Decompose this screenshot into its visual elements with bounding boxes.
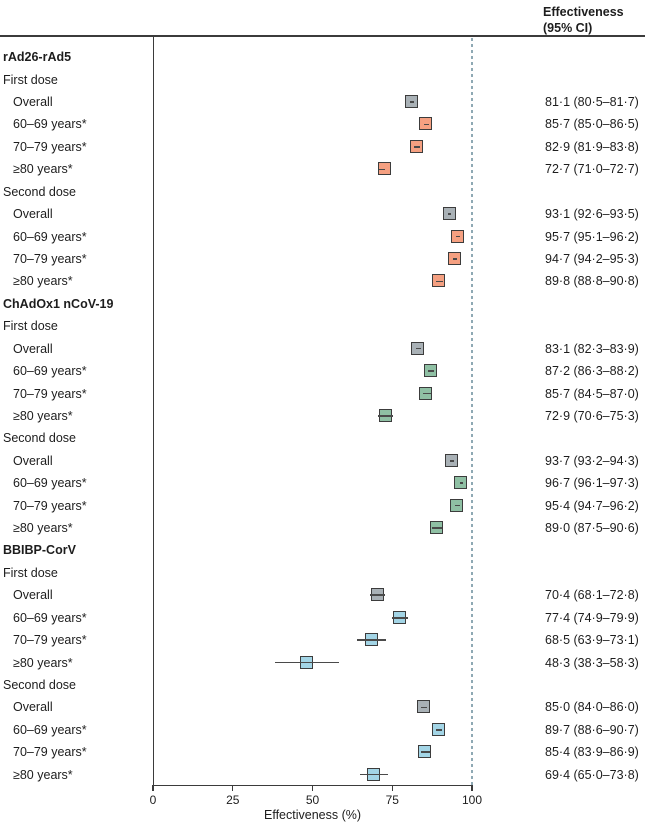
effectiveness-value: 94·7 (94·2–95·3) bbox=[545, 251, 639, 266]
ci-line bbox=[415, 347, 421, 350]
ci-line bbox=[275, 661, 339, 664]
effectiveness-value: 68·5 (63·9–73·1) bbox=[545, 633, 639, 648]
top-rule bbox=[0, 35, 645, 37]
ci-line bbox=[459, 482, 464, 484]
x-axis-title: Effectiveness (%) bbox=[263, 808, 362, 822]
ci-line bbox=[420, 751, 431, 754]
x-tick bbox=[471, 786, 473, 791]
ci-line bbox=[370, 594, 386, 597]
row-label: 70–79 years* bbox=[13, 251, 87, 266]
ci-line bbox=[450, 459, 454, 462]
x-tick bbox=[232, 786, 234, 791]
row-label: 70–79 years* bbox=[13, 745, 87, 760]
row-label: Overall bbox=[13, 588, 53, 603]
vaccine-section-label: BBIBP-CorV bbox=[3, 543, 76, 558]
row-label: Overall bbox=[13, 341, 53, 356]
ci-line bbox=[455, 504, 460, 507]
row-label: 70–79 years* bbox=[13, 633, 87, 648]
row-label: ≥80 years* bbox=[13, 162, 73, 177]
vaccine-section-label: ChAdOx1 nCoV-19 bbox=[3, 296, 114, 311]
ci-line bbox=[435, 729, 443, 731]
x-axis-line bbox=[152, 785, 474, 787]
row-label: 70–79 years* bbox=[13, 498, 87, 513]
row-label: 60–69 years* bbox=[13, 610, 87, 625]
ci-line bbox=[432, 527, 442, 529]
x-tick-label: 25 bbox=[226, 793, 240, 807]
effectiveness-value: 70·4 (68·1–72·8) bbox=[545, 588, 639, 603]
effectiveness-value: 85·7 (84·5–87·0) bbox=[545, 386, 639, 401]
effectiveness-value: 83·1 (82·3–83·9) bbox=[545, 341, 639, 356]
effectiveness-value: 77·4 (74·9–79·9) bbox=[545, 610, 639, 625]
x-tick-label: 50 bbox=[305, 793, 320, 807]
ci-line bbox=[453, 258, 457, 260]
row-label: 70–79 years* bbox=[13, 386, 87, 401]
dose-label: Second dose bbox=[3, 677, 76, 692]
row-label: Overall bbox=[13, 95, 53, 110]
x-tick bbox=[152, 786, 154, 791]
row-label: 60–69 years* bbox=[13, 117, 87, 132]
effectiveness-value: 87·2 (86·3–88·2) bbox=[545, 364, 639, 379]
dose-label: Second dose bbox=[3, 431, 76, 446]
x-tick-label: 100 bbox=[461, 793, 483, 807]
effectiveness-value: 85·7 (85·0–86·5) bbox=[545, 117, 639, 132]
effectiveness-value: 89·8 (88·8–90·8) bbox=[545, 274, 639, 289]
ci-line bbox=[391, 616, 408, 619]
y-axis-line bbox=[153, 37, 155, 785]
ci-line bbox=[424, 123, 429, 126]
row-label: 60–69 years* bbox=[13, 722, 87, 737]
effectiveness-value: 93·7 (93·2–94·3) bbox=[545, 453, 639, 468]
vaccine-section-label: rAd26-rAd5 bbox=[3, 50, 72, 65]
effect-column-header: Effectiveness (95% CI) bbox=[543, 5, 624, 35]
effectiveness-value: 95·7 (95·1–96·2) bbox=[545, 229, 639, 244]
row-label: ≥80 years* bbox=[13, 767, 73, 782]
dose-label: First dose bbox=[3, 565, 58, 580]
ci-line bbox=[456, 235, 460, 238]
x-tick-label: 75 bbox=[385, 793, 399, 807]
dose-label: First dose bbox=[3, 72, 58, 87]
ci-line bbox=[378, 415, 394, 417]
effectiveness-value: 81·1 (80·5–81·7) bbox=[545, 95, 639, 110]
ci-line bbox=[428, 370, 435, 372]
row-label: ≥80 years* bbox=[13, 521, 73, 536]
effectiveness-value: 85·4 (83·9–86·9) bbox=[545, 745, 639, 760]
ci-line bbox=[356, 639, 387, 641]
ci-line bbox=[409, 101, 414, 103]
dose-label: First dose bbox=[3, 319, 58, 334]
ci-line bbox=[360, 773, 389, 776]
ci-line bbox=[414, 146, 421, 148]
effectiveness-value: 72·9 (70·6–75·3) bbox=[545, 408, 639, 423]
row-label: 60–69 years* bbox=[13, 476, 87, 491]
row-label: ≥80 years* bbox=[13, 655, 73, 670]
effectiveness-value: 72·7 (71·0–72·7) bbox=[545, 162, 639, 177]
effectiveness-value: 48·3 (38·3–58·3) bbox=[545, 655, 639, 670]
x-tick bbox=[311, 786, 314, 791]
effectiveness-value: 69·4 (65·0–73·8) bbox=[545, 767, 639, 782]
x-tick-label: 0 bbox=[149, 793, 157, 807]
reference-dashed-line-100 bbox=[471, 38, 473, 785]
row-label: Overall bbox=[13, 700, 53, 715]
effectiveness-value: 82·9 (81·9–83·8) bbox=[545, 139, 639, 154]
effectiveness-value: 89·7 (88·6–90·7) bbox=[545, 722, 639, 737]
x-tick bbox=[391, 786, 393, 791]
row-label: Overall bbox=[13, 453, 53, 468]
row-label: Overall bbox=[13, 207, 53, 222]
effectiveness-value: 89·0 (87·5–90·6) bbox=[545, 521, 639, 536]
effectiveness-value: 93·1 (92·6–93·5) bbox=[545, 207, 639, 222]
ci-line bbox=[448, 213, 452, 215]
effectiveness-value: 85·0 (84·0–86·0) bbox=[545, 700, 639, 715]
ci-line bbox=[420, 706, 428, 709]
row-label: ≥80 years* bbox=[13, 274, 73, 289]
row-label: 70–79 years* bbox=[13, 139, 87, 154]
row-label: ≥80 years* bbox=[13, 408, 73, 423]
effectiveness-value: 96·7 (96·1–97·3) bbox=[545, 476, 639, 491]
ci-line bbox=[436, 280, 443, 283]
row-label: 60–69 years* bbox=[13, 364, 87, 379]
ci-line bbox=[422, 392, 431, 395]
row-label: 60–69 years* bbox=[13, 229, 87, 244]
ci-line bbox=[379, 168, 385, 171]
dose-label: Second dose bbox=[3, 184, 76, 199]
effectiveness-value: 95·4 (94·7–96·2) bbox=[545, 498, 639, 513]
